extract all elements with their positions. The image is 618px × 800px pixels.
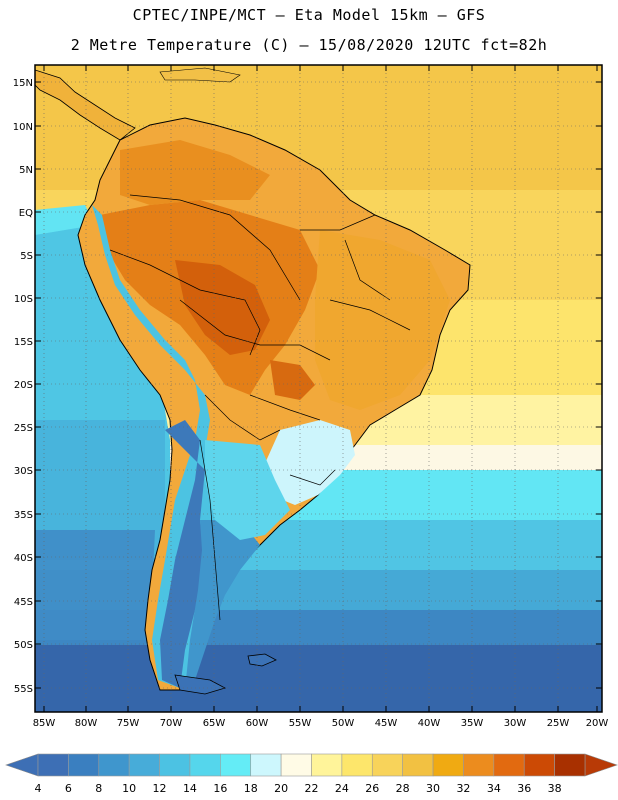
colorbar-swatch (493, 753, 525, 777)
colorbar-label: 16 (213, 782, 227, 795)
colorbar-label: 12 (153, 782, 167, 795)
lat-label: 15S (14, 337, 33, 348)
lat-label: EQ (19, 208, 33, 219)
lat-label: 30S (14, 466, 33, 477)
longitude-axis: 85W 80W 75W 70W 65W 60W 55W 50W 45W 40W 35W 30W 25W 2… (33, 65, 609, 729)
lat-label: 55S (14, 684, 33, 695)
colorbar-swatch (341, 753, 373, 777)
pampas-cyan (205, 440, 290, 540)
colorbar-label: 32 (456, 782, 470, 795)
colorbar-under-arrow (5, 753, 39, 777)
lat-label: 35S (14, 510, 33, 521)
pacific-mid-region (35, 420, 165, 560)
lat-lon-grid (35, 65, 602, 712)
south-brazil-cool (262, 420, 355, 505)
lon-label: 45W (375, 718, 398, 729)
lon-label: 75W (117, 718, 140, 729)
tierra-del-fuego (174, 674, 227, 695)
pacific-deep-region (35, 530, 155, 640)
colorbar-swatch (250, 753, 282, 777)
colorbar-swatch (554, 753, 586, 777)
colorbar-swatch (220, 753, 252, 777)
colorbar-label: 36 (517, 782, 531, 795)
colorbar-swatch (98, 753, 130, 777)
map-title-line-1: CPTEC/INPE/MCT – Eta Model 15km – GFS (132, 6, 486, 24)
ocean-deep-south-band (35, 645, 602, 712)
colorbar-label: 38 (548, 782, 562, 795)
lon-label: 80W (75, 718, 98, 729)
colorbar-label: 6 (65, 782, 72, 795)
colorbar-label: 34 (487, 782, 501, 795)
colorbar-label: 4 (35, 782, 42, 795)
colorbar-swatch (523, 753, 555, 777)
lat-label: 15N (13, 78, 33, 89)
lon-label: 85W (33, 718, 56, 729)
lon-label: 40W (418, 718, 441, 729)
lon-label: 65W (203, 718, 226, 729)
latitude-axis: 15N 10N 5N EQ 5S 10S 15S 20S 25S 30S 35S 40S 45S 50S 5… (13, 78, 602, 695)
colorbar-swatch (432, 753, 464, 777)
lon-label: 55W (289, 718, 312, 729)
pacific-cyan-region (35, 205, 95, 235)
country-borders (109, 194, 411, 621)
lat-label: 5S (20, 251, 33, 262)
colorbar-swatch (68, 753, 100, 777)
caribbean-islands (159, 67, 241, 83)
lat-label: 20S (14, 380, 33, 391)
colorbar-label: 8 (95, 782, 102, 795)
temperature-colorbar: 4 6 8 10 12 14 16 18 20 22 24 26 28 30 32 34 36 38 (5, 753, 618, 795)
colorbar-swatch (280, 753, 312, 777)
lat-label: 45S (14, 597, 33, 608)
lat-label: 10N (13, 122, 33, 133)
colorbar-label: 30 (426, 782, 440, 795)
colorbar-swatch (402, 753, 434, 777)
colorbar-swatch (189, 753, 221, 777)
lon-label: 30W (504, 718, 527, 729)
lat-label: 10S (14, 294, 33, 305)
colorbar-label: 26 (365, 782, 379, 795)
colorbar-swatch (311, 753, 343, 777)
lon-label: 50W (332, 718, 355, 729)
lon-label: 20W (586, 718, 609, 729)
lon-label: 25W (547, 718, 570, 729)
falkland-islands (247, 653, 277, 667)
very-hot-south (270, 360, 315, 400)
lon-label: 70W (160, 718, 183, 729)
lat-label: 5N (19, 165, 33, 176)
lon-label: 60W (246, 718, 269, 729)
very-hot-core (175, 260, 270, 355)
map-frame (34, 64, 603, 713)
hot-north (120, 140, 270, 205)
lat-label: 25S (14, 423, 33, 434)
map-title-line-2: 2 Metre Temperature (C) – 15/08/2020 12U… (70, 36, 548, 54)
lat-label: 50S (14, 640, 33, 651)
colorbar-label: 18 (244, 782, 258, 795)
colorbar-over-arrow (584, 753, 618, 777)
colorbar-label: 10 (122, 782, 136, 795)
colorbar-swatch (128, 753, 160, 777)
colorbar-swatch (463, 753, 495, 777)
colorbar-label: 20 (274, 782, 288, 795)
lon-label: 35W (461, 718, 484, 729)
colorbar-swatch (159, 753, 191, 777)
lat-label: 40S (14, 553, 33, 564)
colorbar-label: 14 (183, 782, 197, 795)
colorbar-label: 24 (335, 782, 349, 795)
colorbar-swatch (371, 753, 403, 777)
colorbar-label: 22 (305, 782, 319, 795)
warm-east (315, 230, 450, 410)
map-field (35, 65, 602, 712)
patagonia-region (185, 520, 260, 690)
colorbar-label: 28 (396, 782, 410, 795)
colorbar-swatch (37, 753, 69, 777)
